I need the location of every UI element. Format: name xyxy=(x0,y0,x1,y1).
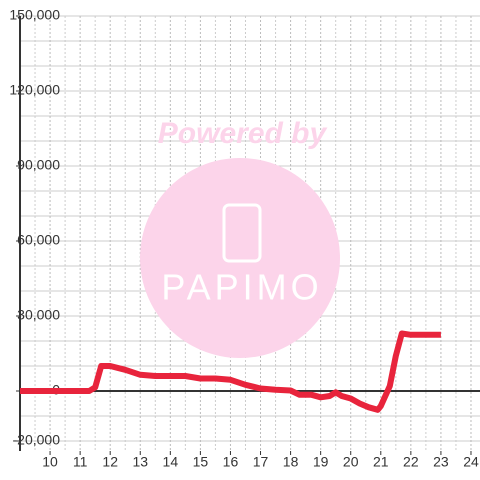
x-tick-label: 17 xyxy=(253,454,269,470)
watermark-phone xyxy=(222,203,262,263)
x-tick-label: 19 xyxy=(313,454,329,470)
x-tick-label: 11 xyxy=(73,454,88,470)
x-tick-label: 16 xyxy=(223,454,239,470)
x-tick-label: 15 xyxy=(193,454,209,470)
watermark-circle xyxy=(140,158,340,358)
y-tick-label: 60,000 xyxy=(17,232,60,248)
x-tick-label: 21 xyxy=(373,454,389,470)
y-tick-label: 120,000 xyxy=(9,82,60,98)
y-tick-label: -20,000 xyxy=(13,432,61,448)
x-tick-label: 10 xyxy=(42,454,58,470)
y-tick-label: 30,000 xyxy=(17,307,60,323)
watermark: Powered by PAPIMO xyxy=(140,117,340,358)
data-line xyxy=(20,330,441,413)
watermark-top: Powered by xyxy=(158,117,328,150)
x-tick-label: 20 xyxy=(343,454,359,470)
watermark-bottom: PAPIMO xyxy=(161,267,322,308)
x-tick-label: 13 xyxy=(132,454,148,470)
x-tick-label: 23 xyxy=(433,454,449,470)
y-tick-label: 90,000 xyxy=(17,157,60,173)
x-tick-label: 14 xyxy=(163,454,179,470)
x-tick-label: 24 xyxy=(463,454,479,470)
x-tick-label: 22 xyxy=(403,454,419,470)
y-tick-label: 150,000 xyxy=(9,7,60,23)
x-tick-label: 12 xyxy=(102,454,118,470)
x-tick-label: 18 xyxy=(283,454,299,470)
